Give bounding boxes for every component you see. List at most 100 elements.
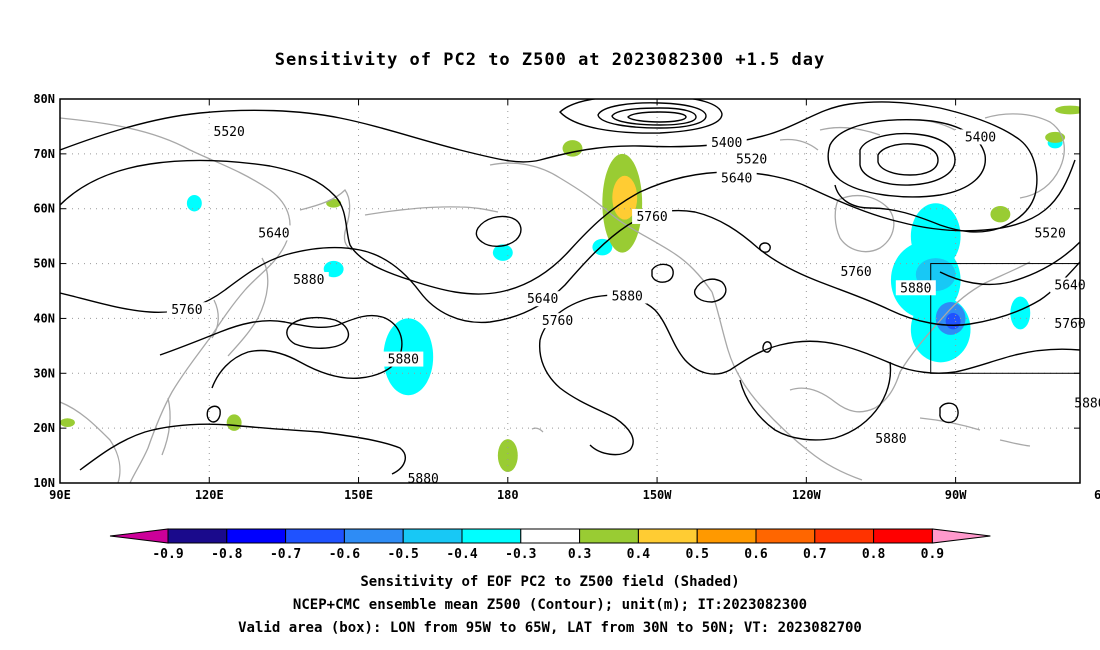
contour-label-bg-8 xyxy=(288,272,329,288)
contour-label-bg-19 xyxy=(870,431,911,447)
lat-tick-label: 30N xyxy=(33,366,55,380)
contour-label: 5760 xyxy=(542,314,573,329)
contour-label-bg-6 xyxy=(1030,225,1071,241)
colorbar-tick-label: 0.5 xyxy=(685,547,708,562)
sensitivity-patch-15 xyxy=(562,140,583,157)
contour-label: 5400 xyxy=(965,130,996,145)
contour-label: 5880 xyxy=(388,353,419,368)
contour-label: 5640 xyxy=(527,292,558,307)
contour-label: 5400 xyxy=(711,136,742,151)
contour-small-5 xyxy=(206,405,221,423)
contour-label-bg-12 xyxy=(607,288,648,304)
contour-small-2 xyxy=(475,215,522,247)
coastline-aleutians xyxy=(364,206,499,216)
colorbar-swatch-10 xyxy=(755,528,816,544)
contour-label-bg-4 xyxy=(632,208,673,224)
colorbar-swatch-9 xyxy=(696,528,757,544)
sensitivity-patch-11 xyxy=(492,244,513,261)
coastline-asia xyxy=(60,117,291,483)
sensitivity-patch-19 xyxy=(990,205,1011,223)
lon-tick-label: 60W xyxy=(1094,488,1100,502)
lon-tick-label: 150E xyxy=(344,488,373,502)
contour-label: 5760 xyxy=(171,303,202,318)
colorbar-tick-label: 0.6 xyxy=(744,547,768,562)
contour-5400-pole-low xyxy=(559,99,723,134)
contour-label-bg-18 xyxy=(1069,395,1100,411)
sensitivity-shading xyxy=(60,105,1080,473)
colorbar-swatch-7 xyxy=(579,528,639,544)
lat-tick-label: 50N xyxy=(33,257,55,271)
contour-label: 5640 xyxy=(721,172,752,187)
colorbar-swatch-1 xyxy=(226,528,287,544)
contour-label-bg-17 xyxy=(383,351,424,367)
lon-tick-label: 120E xyxy=(195,488,224,502)
contour-5520 xyxy=(60,101,1038,233)
contour-label: 5760 xyxy=(840,265,871,280)
colorbar-tick-label: 0.9 xyxy=(921,547,944,562)
contour-5880-south xyxy=(79,423,406,475)
colorbar-tick-label: -0.5 xyxy=(388,547,419,562)
sensitivity-patch-10 xyxy=(592,238,613,256)
contour-label-bg-11 xyxy=(537,313,578,329)
lat-tick-label: 20N xyxy=(33,421,55,435)
contour-5880-gulf-loop xyxy=(739,361,892,441)
contour-inner-east-1 xyxy=(859,132,956,186)
contour-label: 5880 xyxy=(900,281,931,296)
lon-tick-label: 90E xyxy=(49,488,71,502)
contour-5880-sw-loop xyxy=(538,339,634,456)
lat-tick-label: 70N xyxy=(33,147,55,161)
contour-label-bg-10 xyxy=(522,291,563,307)
contour-inner-low-1 xyxy=(597,102,707,129)
z500-contours xyxy=(60,99,1080,475)
contour-small-7 xyxy=(759,242,771,253)
contour-5640 xyxy=(60,159,1080,295)
colorbar-swatch-6 xyxy=(520,528,581,544)
coastline-na-west xyxy=(711,291,863,481)
coastline-na-east xyxy=(899,261,1031,373)
lat-tick-label: 60N xyxy=(33,202,55,216)
lat-tick-label: 40N xyxy=(33,311,55,325)
figure-title: Sensitivity of PC2 to Z500 at 2023082300… xyxy=(274,50,826,70)
contour-label: 5520 xyxy=(1034,226,1065,241)
colorbar-swatch-0 xyxy=(167,528,228,544)
contour-small-4 xyxy=(939,402,959,424)
colorbar-tick-label: -0.3 xyxy=(505,547,536,562)
contour-label-bg-0 xyxy=(209,123,250,139)
contour-small-1 xyxy=(286,316,350,349)
sensitivity-patch-9 xyxy=(186,195,202,212)
colorbar-high-end xyxy=(931,528,991,544)
lat-tick-label: 80N xyxy=(33,92,55,106)
colorbar-swatch-3 xyxy=(343,528,404,544)
contour-5400-east-low xyxy=(827,118,986,198)
colorbar-tick-label: -0.4 xyxy=(446,547,477,562)
contour-label: 5880 xyxy=(875,432,906,447)
contour-small-3 xyxy=(651,263,674,283)
map-frame xyxy=(59,98,1081,484)
contour-label-bg-9 xyxy=(166,302,207,318)
contour-label: 5880 xyxy=(408,472,439,487)
sensitivity-patch-16 xyxy=(497,439,518,473)
colorbar-tick-label: -0.6 xyxy=(329,547,360,562)
contour-label: 5880 xyxy=(293,273,324,288)
colorbar-low-end xyxy=(109,528,169,544)
sensitivity-patch-22 xyxy=(326,198,342,208)
contour-5760 xyxy=(60,209,1080,326)
lon-tick-label: 150W xyxy=(643,488,673,502)
contour-label: 5760 xyxy=(1054,317,1085,332)
sensitivity-patch-21 xyxy=(1045,131,1066,143)
colorbar-tick-label: 0.8 xyxy=(862,547,886,562)
colorbar-swatch-12 xyxy=(873,528,933,544)
colorbar-swatch-4 xyxy=(402,528,463,544)
colorbar-tick-label: 0.7 xyxy=(803,547,826,562)
contour-label-bg-13 xyxy=(836,263,877,279)
coastline-alaska xyxy=(489,162,713,293)
lon-tick-label: 90W xyxy=(945,488,967,502)
contour-label-bg-7 xyxy=(253,225,294,241)
sensitivity-patch-18 xyxy=(60,418,75,428)
colorbar-swatch-8 xyxy=(637,528,698,544)
colorbar-tick-label: 0.4 xyxy=(627,547,651,562)
colorbar-tick-label: -0.7 xyxy=(270,547,301,562)
contour-label: 5880 xyxy=(1074,396,1100,411)
